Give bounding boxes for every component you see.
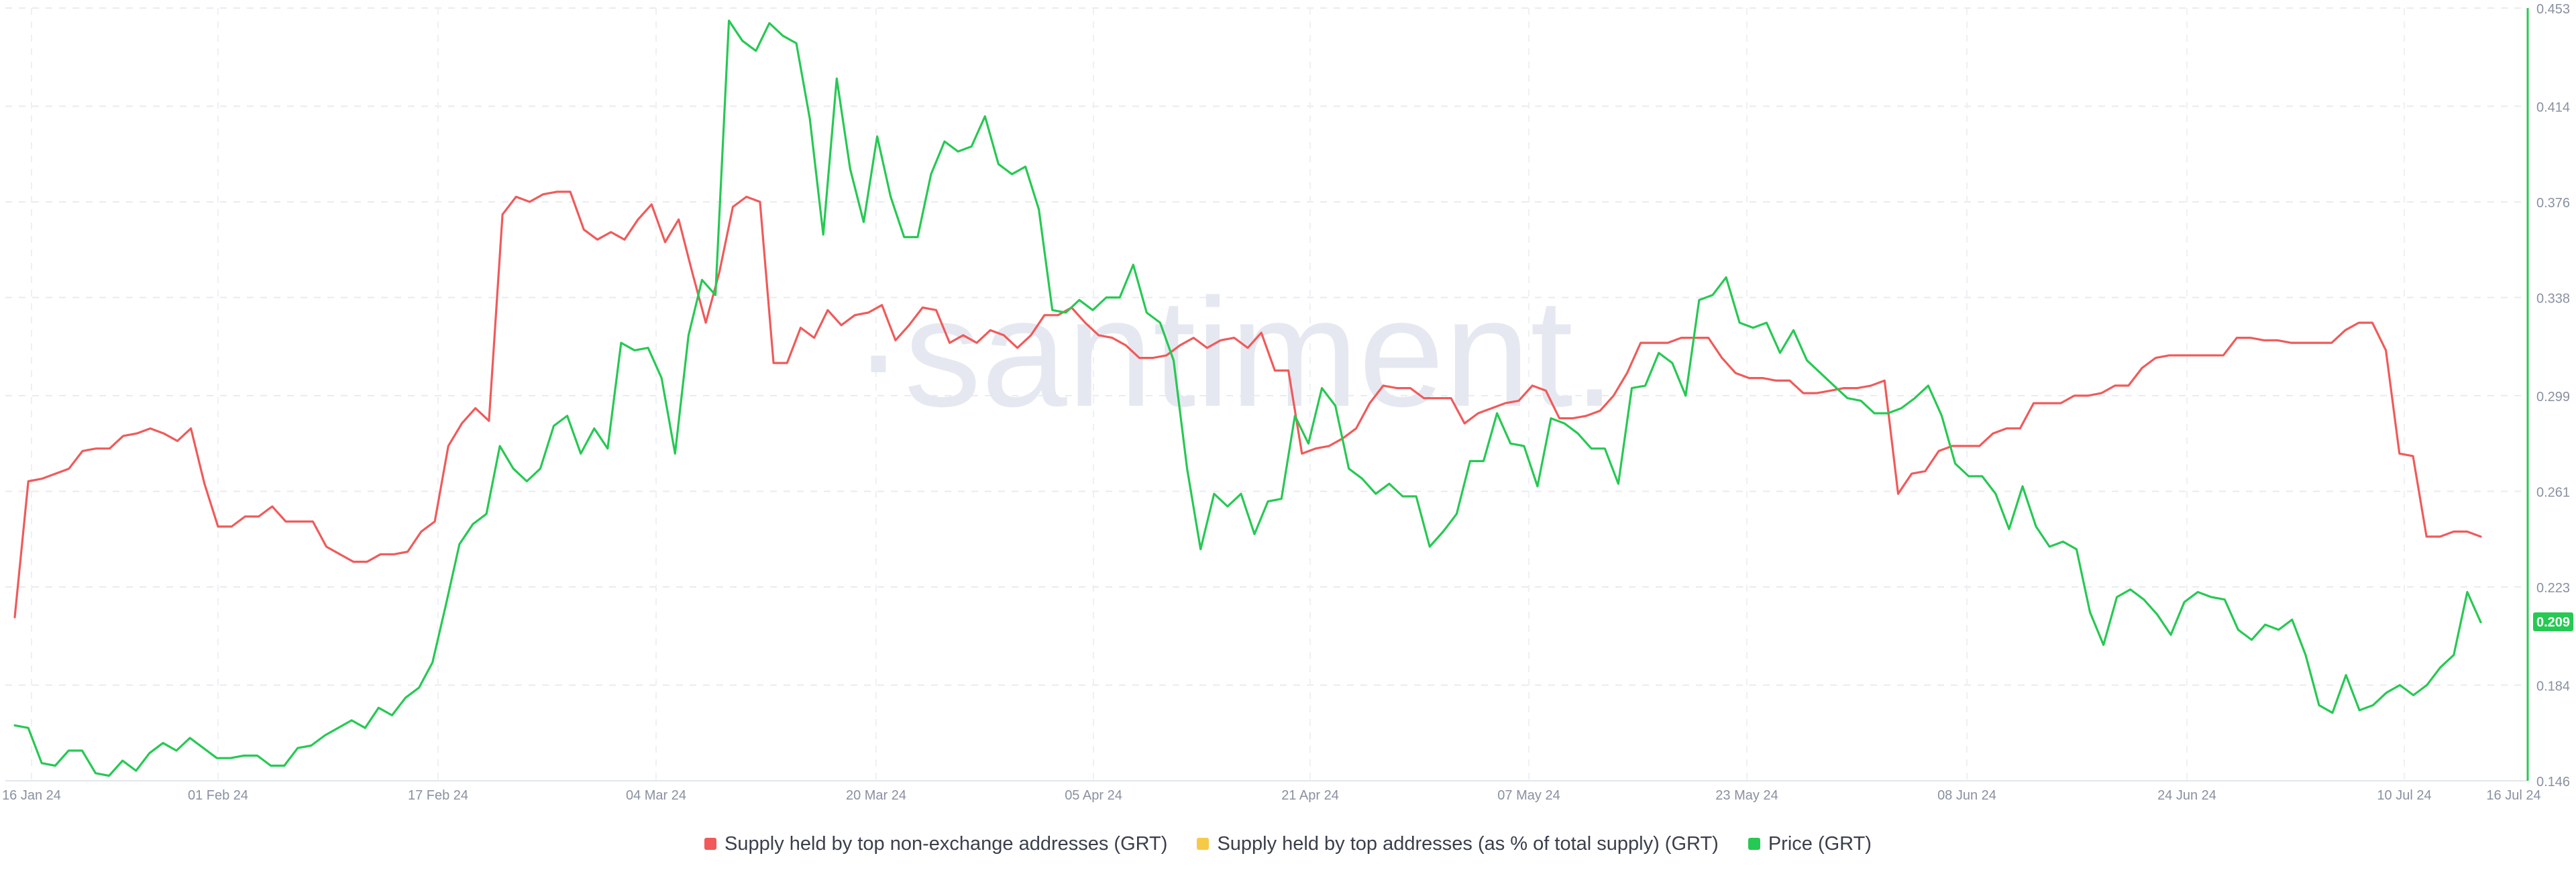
x-tick-label: 23 May 24 (1715, 788, 1778, 803)
y-tick-label: 0.338 (2536, 292, 2570, 307)
legend-item-supply-non-exchange[interactable]: Supply held by top non-exchange addresse… (704, 833, 1167, 855)
x-tick-label: 04 Mar 24 (626, 788, 686, 803)
x-tick-label: 20 Mar 24 (846, 788, 906, 803)
santiment-watermark: ·santiment. (853, 266, 1616, 439)
y-tick-label: 0.223 (2536, 581, 2570, 596)
grid-lines (5, 7, 2528, 781)
x-tick-label: 10 Jul 24 (2377, 788, 2431, 803)
y-tick-label: 0.146 (2536, 775, 2570, 789)
series-line-supply-held-by-top-non-exchange-addresses-grt (13, 190, 2482, 618)
x-tick-label: 16 Jan 24 (2, 788, 61, 803)
price-badge-value: 0.209 (2536, 615, 2570, 630)
x-tick-label: 17 Feb 24 (408, 788, 468, 803)
y-tick-label: 0.261 (2536, 485, 2570, 500)
legend-swatch-yellow (1197, 838, 1210, 850)
price-badge-bg (2533, 612, 2573, 631)
legend-swatch-green (1748, 838, 1760, 850)
legend-label: Price (GRT) (1768, 832, 1872, 855)
y-tick-label: 0.299 (2536, 390, 2570, 404)
legend-item-supply-percent[interactable]: Supply held by top addresses (as % of to… (1197, 832, 1719, 855)
price-badge: 0.209 (2533, 612, 2573, 631)
x-tick-label: 05 Apr 24 (1065, 788, 1122, 803)
legend-swatch-red (704, 838, 717, 850)
y-tick-label: 0.453 (2536, 2, 2570, 17)
y-tick-label: 0.414 (2536, 100, 2570, 115)
series-layer (13, 19, 2482, 777)
x-tick-label: 07 May 24 (1497, 788, 1560, 803)
x-tick-label: 16 Jul 24 (2486, 788, 2540, 803)
x-tick-label: 24 Jun 24 (2157, 788, 2216, 803)
series-line-price-grt (13, 19, 2482, 777)
legend-item-price[interactable]: Price (GRT) (1748, 833, 1872, 855)
x-tick-label: 21 Apr 24 (1281, 788, 1339, 803)
chart-legend: Supply held by top non-exchange addresse… (0, 830, 2576, 857)
x-tick-label: 01 Feb 24 (188, 788, 248, 803)
y-tick-label: 0.376 (2536, 196, 2570, 211)
y-tick-label: 0.184 (2536, 679, 2570, 694)
legend-label: Supply held by top addresses (as % of to… (1217, 832, 1719, 855)
x-tick-label: 08 Jun 24 (1937, 788, 1996, 803)
y-axis-right: 0.146 0.184 0.223 0.261 0.299 0.338 0.376 0.414… (2526, 2, 2570, 789)
x-axis: 16 Jan 24 01 Feb 24 17 Feb 24 04 Mar 24 20 M… (2, 780, 2541, 803)
legend-label: Supply held by top non-exchange addresse… (724, 832, 1168, 855)
